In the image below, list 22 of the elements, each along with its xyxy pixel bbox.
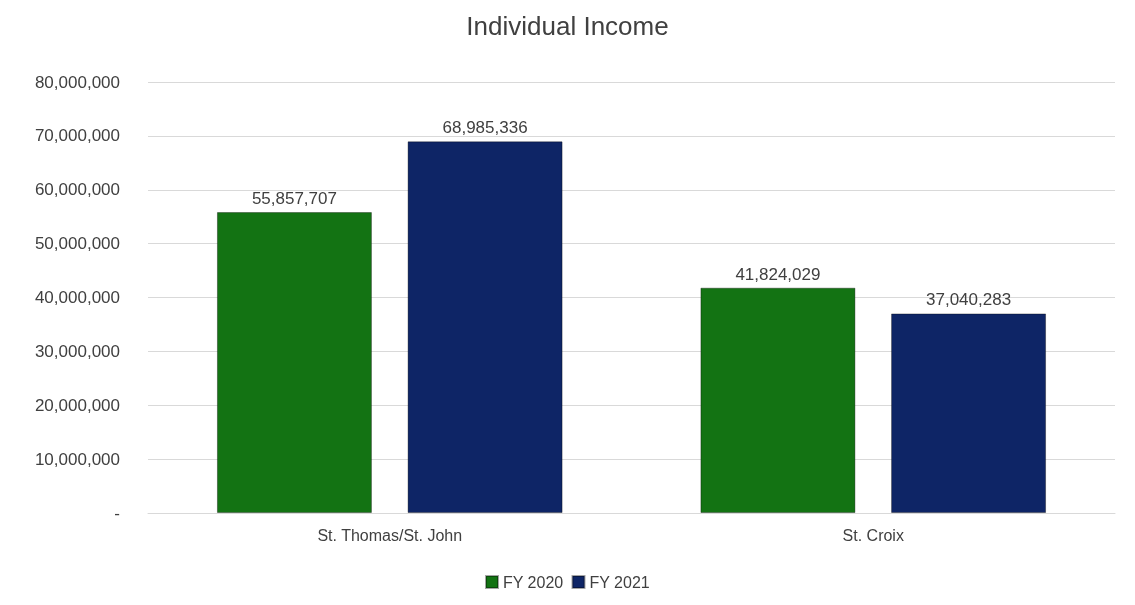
y-tick-label: 30,000,000 [34,341,120,361]
y-tick-label: 60,000,000 [34,180,120,200]
y-tick-label: - [114,503,120,523]
y-tick-label: 80,000,000 [34,72,120,92]
bar [216,212,372,513]
x-tick-label: St. Croix [842,526,904,544]
data-label: 41,824,029 [735,264,821,284]
y-tick-label: 20,000,000 [34,395,120,415]
x-tick-label: St. Thomas/St. John [317,526,463,544]
bar [700,287,856,513]
y-tick-label: 10,000,000 [34,449,120,469]
bar [407,141,563,513]
data-label: 37,040,283 [926,290,1012,310]
legend-label: FY 2020 [503,573,564,591]
y-tick-label: 40,000,000 [34,288,120,307]
legend-label: FY 2021 [589,573,650,591]
y-tick-label: 70,000,000 [34,126,120,146]
y-tick-label: 50,000,000 [34,234,120,254]
bar [891,313,1047,513]
data-label: 68,985,336 [442,118,528,138]
chart-title: Individual Income [466,11,669,41]
data-label: 55,857,707 [251,189,337,209]
